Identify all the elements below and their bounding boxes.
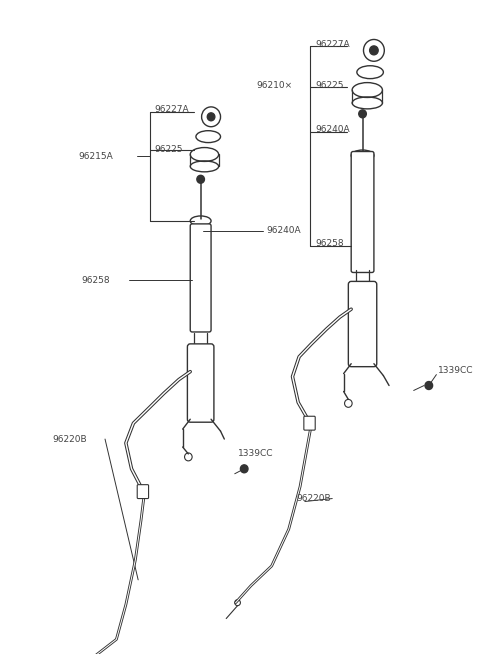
Text: 96258: 96258 — [81, 276, 110, 285]
FancyBboxPatch shape — [304, 417, 315, 430]
Ellipse shape — [363, 69, 377, 75]
Text: 96227A: 96227A — [154, 105, 189, 114]
Text: 96220B: 96220B — [52, 434, 86, 443]
FancyBboxPatch shape — [187, 344, 214, 422]
Circle shape — [370, 46, 378, 55]
Text: 1339CC: 1339CC — [438, 366, 474, 375]
Circle shape — [207, 113, 215, 121]
Text: 96225: 96225 — [315, 81, 344, 89]
Text: 96240A: 96240A — [266, 226, 300, 235]
Text: 96227A: 96227A — [315, 40, 350, 49]
Text: 96220B: 96220B — [296, 494, 331, 503]
Circle shape — [240, 465, 248, 473]
Text: 1339CC: 1339CC — [238, 449, 273, 459]
FancyBboxPatch shape — [351, 152, 374, 273]
FancyBboxPatch shape — [190, 224, 211, 332]
Circle shape — [197, 175, 204, 183]
Ellipse shape — [202, 133, 215, 139]
Circle shape — [359, 110, 366, 118]
FancyBboxPatch shape — [137, 485, 149, 499]
Circle shape — [425, 382, 432, 390]
Text: 96215A: 96215A — [79, 152, 113, 161]
Text: 96225: 96225 — [154, 145, 183, 154]
Text: 96240A: 96240A — [315, 125, 350, 134]
Text: 96258: 96258 — [315, 239, 344, 248]
FancyBboxPatch shape — [348, 281, 377, 367]
Text: 96210×: 96210× — [256, 81, 293, 89]
